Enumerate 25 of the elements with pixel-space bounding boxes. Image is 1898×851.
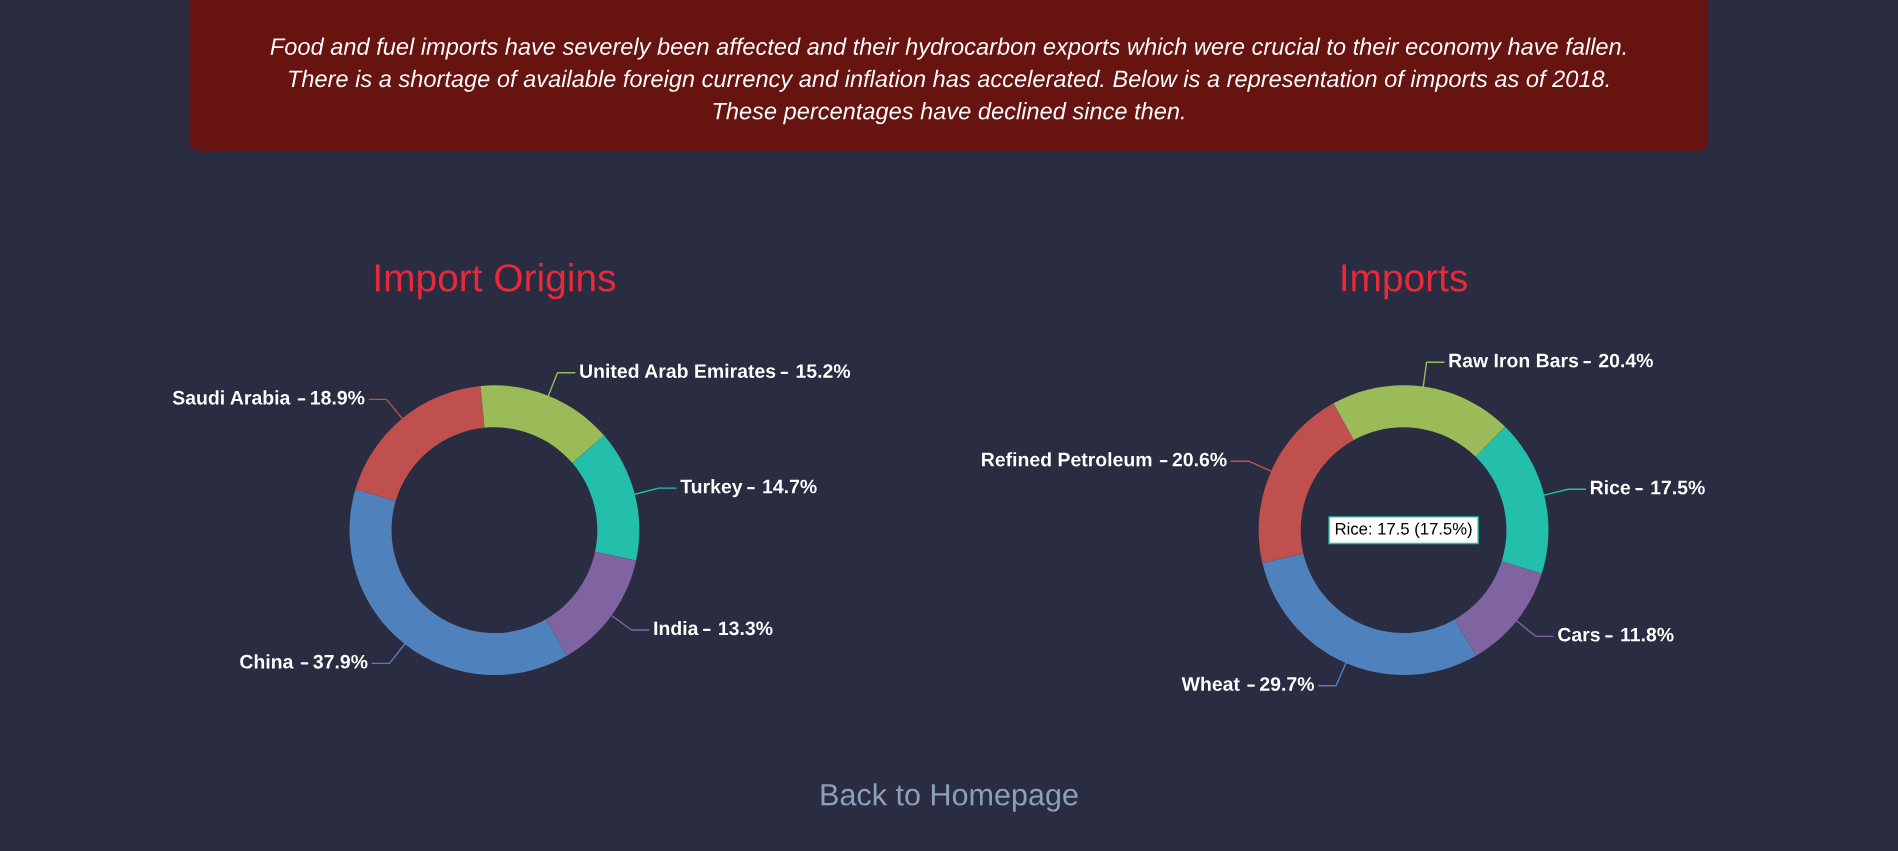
data-label: 18.9% — [311, 390, 365, 405]
data-label: 37.9% — [313, 654, 368, 669]
chart-title: Imports — [1342, 264, 1467, 300]
slice-label: Raw Iron Bars — [1449, 353, 1579, 368]
slice-label: Saudi Arabia — [172, 390, 291, 405]
text: Back to Homepage — [821, 783, 1078, 812]
chart-title: Import Origins — [375, 263, 616, 300]
data-label: 20.6% — [1172, 452, 1227, 467]
slice-label: Cars — [1558, 627, 1600, 642]
slice-label: Rice — [1590, 480, 1631, 495]
slice-label: Wheat — [1181, 676, 1240, 691]
data-label: 20.4% — [1599, 353, 1653, 368]
slice-label: Refined Petroleum — [982, 452, 1152, 467]
slice-label: India — [654, 620, 699, 636]
text: Food and fuel imports have severely been affected and their hydrocarbon exports which were crucial to their economy have fallen. There is a shortage of available foreign currency and inflation has accelerated. Below is a representation of imports as of 2018. These percentages have declined since then. — [270, 37, 1626, 125]
data-label: 15.2% — [796, 364, 851, 379]
data-label: 11.8% — [1621, 627, 1674, 642]
data-label: 13.3% — [719, 621, 773, 636]
slice-label: United Arab Emirates — [580, 363, 776, 379]
slice-label: China — [240, 654, 294, 669]
data-label: 29.7% — [1260, 677, 1314, 691]
data-label: 17.5% — [1651, 480, 1705, 495]
slice-label: Turkey — [680, 479, 743, 498]
data-label: 14.7% — [763, 479, 817, 494]
text: Rice: 17.5 (17.5%) — [1335, 522, 1472, 538]
